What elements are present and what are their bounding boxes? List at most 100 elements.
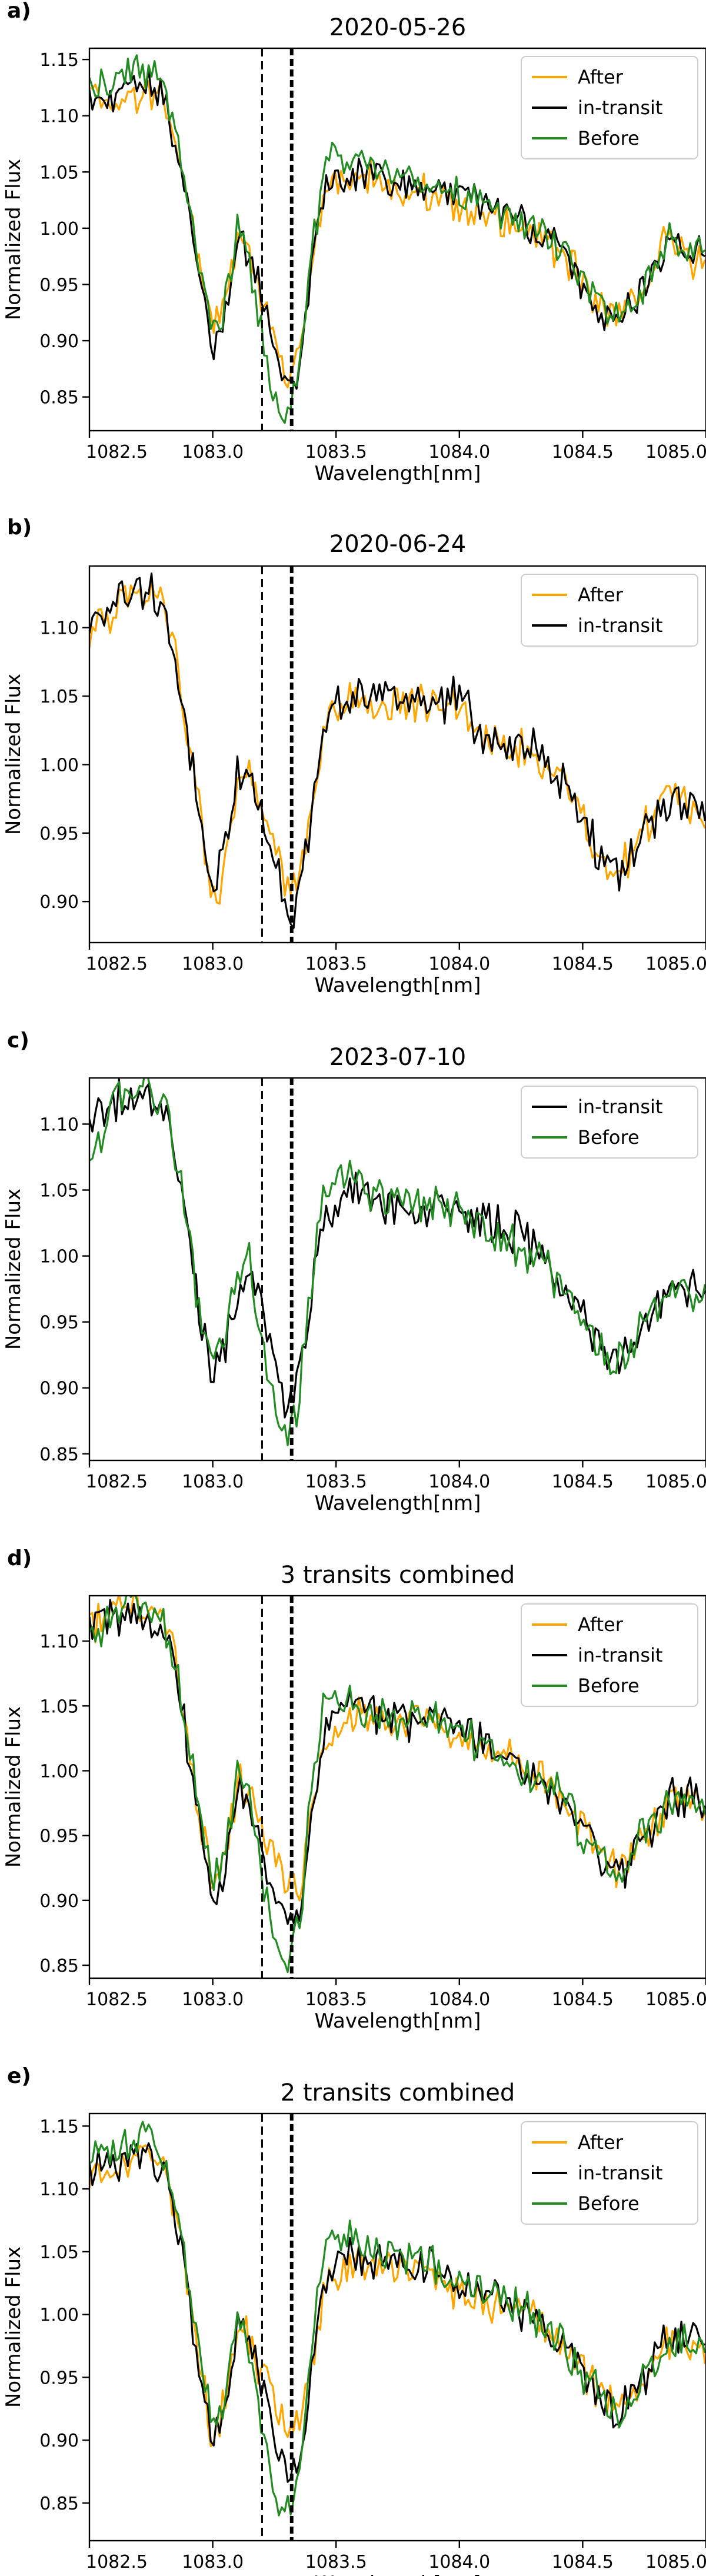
axes-frame: [88, 47, 706, 432]
legend-label: Before: [578, 1675, 640, 1697]
y-tick-label: 1.10: [39, 106, 79, 127]
legend: After in-transit Before: [521, 1603, 698, 1707]
legend: After in-transit: [521, 574, 698, 647]
x-tick-label: 1083.5: [305, 2552, 367, 2572]
x-axis-label: Wavelength[nm]: [315, 462, 481, 485]
panel-label: d): [7, 1546, 32, 1570]
series-line-in-transit: [89, 2142, 705, 2483]
legend-label: After: [578, 584, 624, 606]
x-tick-label: 1084.0: [428, 442, 490, 462]
panel-2: c) 2023-07-10 1082.5 1083.0 1083.5 1084.0 1084…: [2, 1029, 706, 1515]
plot-area: [89, 572, 706, 929]
x-axis-label: Wavelength[nm]: [315, 974, 481, 997]
x-tick-label: 1084.0: [428, 1989, 490, 2010]
legend-label: in-transit: [578, 2162, 662, 2184]
x-tick-label: 1082.5: [86, 442, 148, 462]
y-axis-label: Normalized Flux: [2, 1189, 25, 1350]
y-tick-label: 1.00: [39, 219, 79, 239]
y-tick-label: 0.90: [39, 892, 79, 913]
plot-area: [89, 2121, 706, 2517]
y-tick-label: 1.05: [39, 687, 79, 707]
series-line-Before: [89, 54, 706, 424]
legend-label: After: [578, 66, 624, 88]
x-tick-label: 1085.0: [645, 442, 706, 462]
legend-label: After: [578, 2131, 624, 2154]
y-axis-label: Normalized Flux: [2, 159, 25, 320]
panel-4: e) 2 transits combined 1082.5 1083.0 1083.5 1…: [2, 2064, 706, 2576]
x-tick-label: 1084.0: [428, 954, 490, 974]
series-line-in-transit: [89, 572, 706, 929]
y-tick-label: 1.00: [39, 755, 79, 776]
y-tick-label: 1.10: [39, 1632, 79, 1652]
x-tick-label: 1083.5: [305, 1989, 367, 2010]
chart-title: 2020-05-26: [329, 14, 466, 41]
legend-label: in-transit: [578, 614, 662, 637]
panel-label: e): [7, 2064, 31, 2088]
x-axis-label: Wavelength[nm]: [315, 2572, 481, 2576]
plot-area: [89, 1078, 706, 1446]
chart-title: 3 transits combined: [281, 1562, 515, 1589]
y-tick-label: 1.10: [39, 618, 79, 639]
x-tick-label: 1085.0: [645, 1989, 706, 2010]
y-tick-label: 0.95: [39, 1313, 79, 1333]
x-tick-label: 1083.0: [182, 1989, 244, 2010]
y-tick-label: 0.85: [39, 388, 79, 408]
x-tick-label: 1084.0: [428, 2552, 490, 2572]
series-line-Before: [89, 1078, 706, 1446]
y-axis-label: Normalized Flux: [2, 2246, 25, 2408]
axes-frame: [88, 2112, 706, 2542]
y-tick-label: 0.85: [39, 1956, 79, 1976]
panel-1: b) 2020-06-24 1082.5 1083.0 1083.5 1084.0 1084…: [2, 515, 706, 997]
x-tick-label: 1084.0: [428, 1472, 490, 1492]
y-tick-label: 1.05: [39, 1181, 79, 1202]
x-tick-label: 1082.5: [86, 1472, 148, 1492]
x-tick-label: 1083.5: [305, 954, 367, 974]
panel-3: d) 3 transits combined 1082.5 1083.0 1083.5 1…: [2, 1546, 706, 2033]
y-tick-label: 1.05: [39, 2242, 79, 2263]
legend-label: in-transit: [578, 1644, 662, 1666]
x-tick-label: 1083.5: [305, 442, 367, 462]
legend: in-transit Before: [521, 1086, 698, 1159]
legend-label: in-transit: [578, 96, 662, 119]
y-tick-label: 1.05: [39, 162, 79, 183]
panel-0: a) 2020-05-26 1082.5 1083.0 1083.5 1084.0 1084…: [2, 0, 706, 485]
legend: After in-transit Before: [521, 56, 698, 159]
x-tick-label: 1084.5: [552, 2552, 614, 2572]
series-line-in-transit: [89, 1599, 706, 1925]
y-tick-label: 1.00: [39, 1761, 79, 1782]
y-tick-label: 0.95: [39, 1826, 79, 1847]
x-tick-label: 1084.5: [552, 1989, 614, 2010]
y-tick-label: 1.15: [39, 2116, 79, 2137]
chart-title: 2020-06-24: [329, 531, 466, 558]
legend-label: After: [578, 1613, 624, 1636]
x-tick-label: 1083.0: [182, 442, 244, 462]
y-tick-label: 0.90: [39, 1891, 79, 1912]
y-tick-label: 1.10: [39, 1114, 79, 1135]
axes-frame: [88, 565, 706, 944]
y-tick-label: 0.90: [39, 2431, 79, 2451]
chart-title: 2 transits combined: [281, 2079, 515, 2106]
series-line-Before: [89, 1596, 706, 1973]
panel-label: a): [7, 0, 31, 23]
y-tick-label: 0.95: [39, 2368, 79, 2388]
y-tick-label: 1.00: [39, 1247, 79, 1267]
axes-frame: [88, 1077, 706, 1462]
x-tick-label: 1083.0: [182, 1472, 244, 1492]
x-axis-label: Wavelength[nm]: [315, 2009, 481, 2033]
y-tick-label: 0.85: [39, 2494, 79, 2514]
series-line-After: [89, 1596, 706, 1902]
y-tick-label: 0.95: [39, 275, 79, 295]
x-tick-label: 1082.5: [86, 954, 148, 974]
legend-label: Before: [578, 2192, 640, 2215]
y-tick-label: 0.85: [39, 1445, 79, 1465]
y-tick-label: 1.10: [39, 2179, 79, 2200]
plot-area: [89, 54, 706, 424]
legend-label: Before: [578, 1126, 640, 1149]
x-tick-label: 1084.5: [552, 954, 614, 974]
y-axis-label: Normalized Flux: [2, 674, 25, 835]
x-tick-label: 1085.0: [645, 954, 706, 974]
legend-label: in-transit: [578, 1096, 662, 1118]
legend-label: Before: [578, 127, 640, 149]
y-tick-label: 0.90: [39, 1379, 79, 1399]
y-tick-label: 1.05: [39, 1696, 79, 1717]
